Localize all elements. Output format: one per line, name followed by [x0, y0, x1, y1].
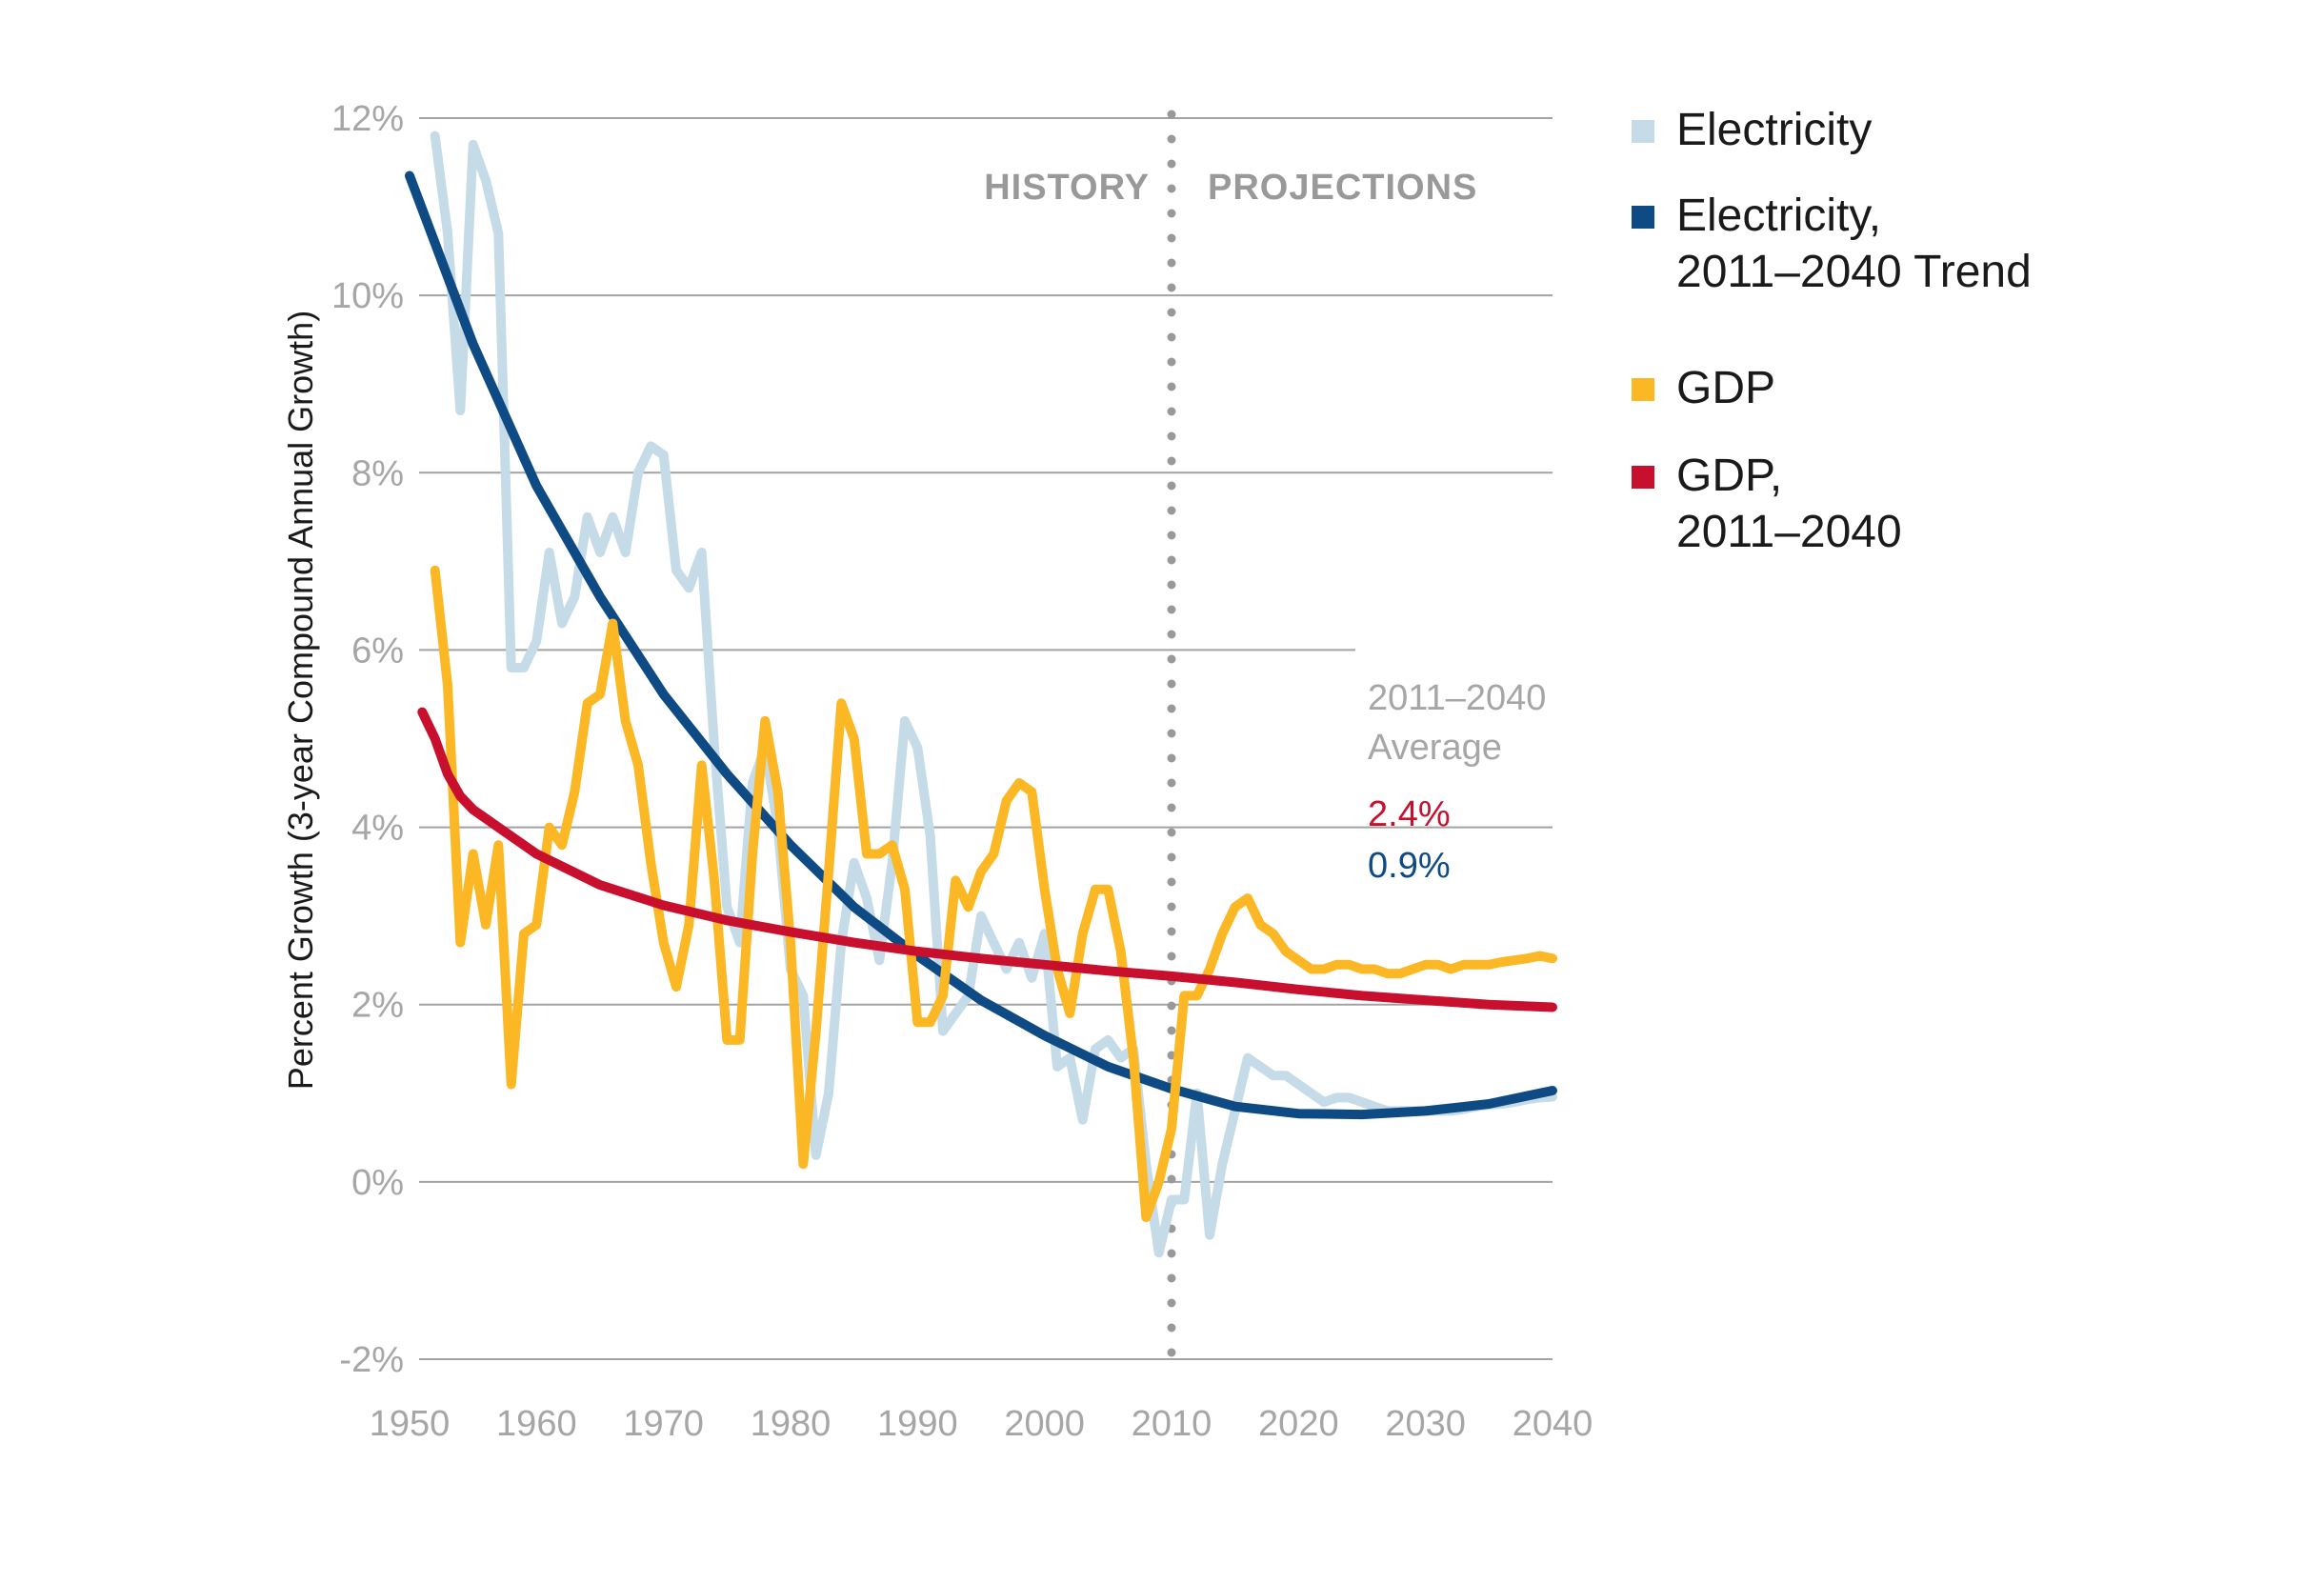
x-tick-label: 1990	[877, 1404, 958, 1444]
legend-label: 2011–2040 Trend	[1676, 247, 2032, 297]
average-label-line1: 2011–2040	[1368, 678, 1546, 718]
history-label: HISTORY	[984, 168, 1150, 208]
series-line-0	[430, 130, 1557, 1258]
y-axis-title: Percent Growth (3-year Compound Annual G…	[281, 311, 320, 1090]
legend-swatch	[1632, 120, 1654, 143]
series-line-3	[417, 707, 1557, 1012]
x-tick-label: 2000	[1004, 1404, 1085, 1444]
y-tick-label: 6%	[351, 631, 404, 671]
legend-label: Electricity	[1676, 105, 1872, 155]
legend-label: GDP,	[1676, 451, 1782, 501]
legend-label: Electricity,	[1676, 190, 1881, 241]
legend-label: GDP	[1676, 363, 1775, 413]
y-tick-label: 10%	[331, 276, 404, 316]
x-tick-label: 1960	[496, 1404, 577, 1444]
legend-swatch	[1632, 466, 1654, 489]
x-tick-label: 2010	[1132, 1404, 1212, 1444]
x-tick-label: 2040	[1513, 1404, 1593, 1444]
series-layer	[405, 130, 1557, 1258]
x-tick-label: 1950	[370, 1404, 451, 1444]
y-tick-label: 12%	[331, 99, 404, 139]
x-tick-label: 1970	[623, 1404, 704, 1444]
x-tick-label: 2030	[1385, 1404, 1466, 1444]
y-tick-label: 2%	[351, 986, 404, 1026]
x-tick-label: 1980	[751, 1404, 831, 1444]
y-tick-label: 4%	[351, 809, 404, 849]
series-line-1	[405, 170, 1557, 1120]
legend: Electricity Electricity, 2011–2040 Trend GD…	[1632, 105, 2032, 557]
legend-swatch	[1632, 378, 1654, 401]
legend-label: 2011–2040	[1676, 507, 1902, 557]
legend-swatch	[1632, 206, 1654, 229]
axis-layer: -2% 0% 2% 4% 6% 8% 10% 12% 1950 1960 1970 1980 1990 2…	[331, 99, 1593, 1444]
y-tick-label: 0%	[351, 1163, 404, 1203]
y-tick-label: -2%	[339, 1340, 404, 1380]
series-line-2	[430, 565, 1557, 1223]
gdp-average-value: 2.4%	[1368, 794, 1451, 834]
average-label-line2: Average	[1368, 728, 1502, 768]
electricity-average-value: 0.9%	[1368, 846, 1451, 886]
x-tick-label: 2020	[1258, 1404, 1339, 1444]
projections-label: PROJECTIONS	[1208, 168, 1477, 208]
y-tick-label: 8%	[351, 453, 404, 493]
